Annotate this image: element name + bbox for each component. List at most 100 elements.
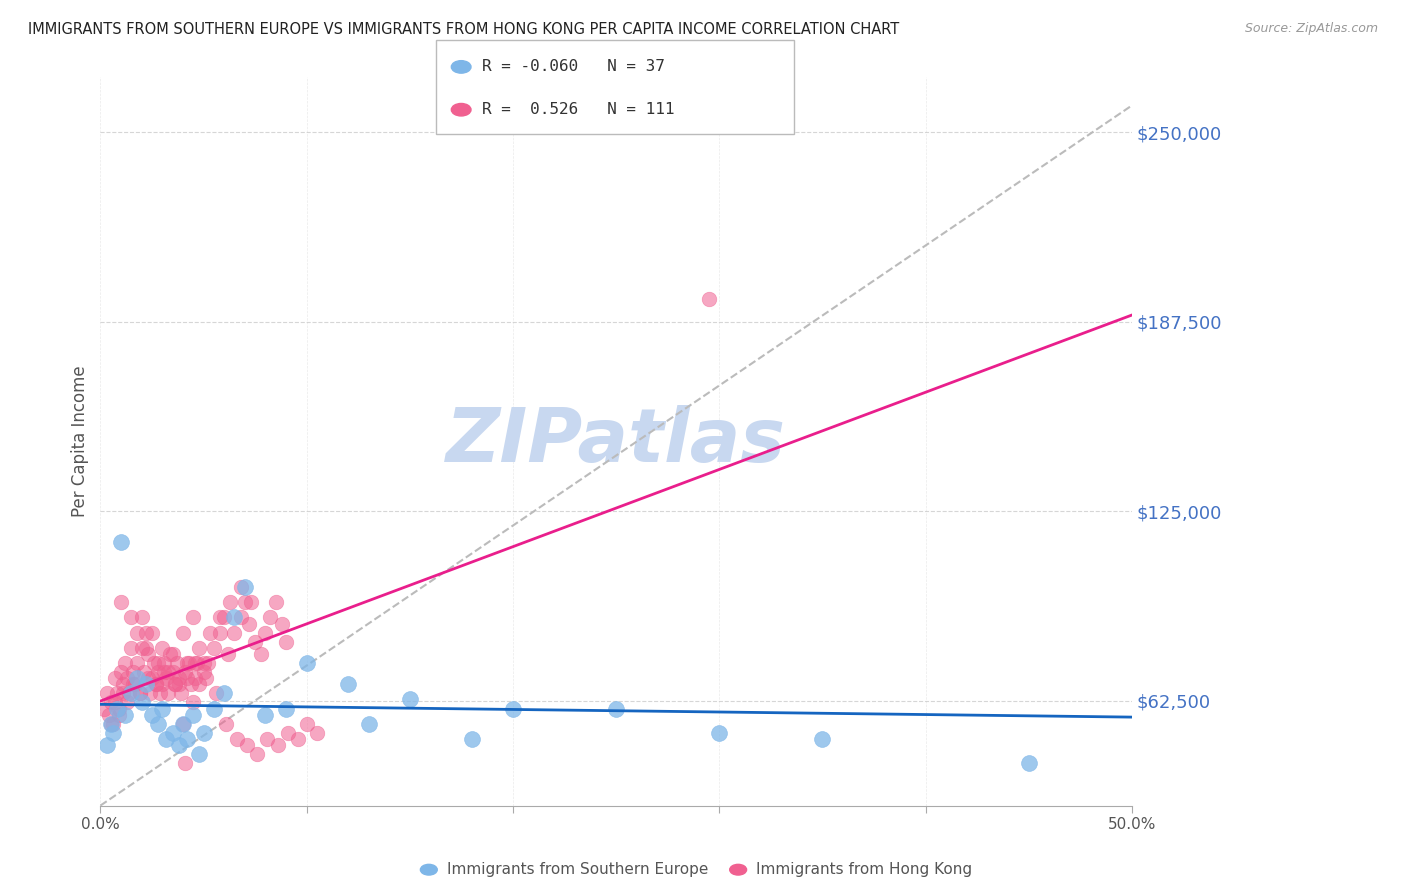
- Point: [212, 610, 235, 624]
- Point: [100, 716, 122, 731]
- Point: [188, 677, 211, 691]
- Point: [193, 656, 215, 670]
- Point: [131, 640, 153, 655]
- Point: [202, 701, 225, 715]
- Point: [112, 686, 135, 700]
- Point: [254, 707, 277, 722]
- Point: [131, 610, 153, 624]
- Point: [180, 677, 202, 691]
- Point: [271, 616, 294, 631]
- Point: [176, 731, 198, 746]
- Point: [194, 671, 217, 685]
- Point: [157, 686, 180, 700]
- Point: [305, 726, 328, 740]
- Point: [128, 686, 150, 700]
- Point: [93, 701, 115, 715]
- Point: [176, 671, 198, 685]
- Point: [162, 726, 184, 740]
- Point: [193, 726, 215, 740]
- Point: [104, 695, 127, 709]
- Point: [128, 686, 150, 700]
- Point: [398, 692, 420, 706]
- Point: [167, 671, 190, 685]
- Point: [174, 756, 197, 771]
- Point: [162, 647, 184, 661]
- Point: [105, 701, 128, 715]
- Point: [108, 701, 131, 715]
- Point: [115, 671, 138, 685]
- Point: [120, 610, 142, 624]
- Point: [150, 701, 173, 715]
- Point: [205, 686, 228, 700]
- Point: [238, 616, 260, 631]
- Point: [141, 707, 163, 722]
- Point: [114, 707, 136, 722]
- Point: [188, 640, 211, 655]
- Point: [254, 625, 277, 640]
- Point: [110, 595, 132, 609]
- Point: [155, 731, 177, 746]
- Point: [122, 677, 145, 691]
- Point: [162, 665, 184, 679]
- Point: [184, 671, 207, 685]
- Point: [120, 640, 142, 655]
- Point: [250, 647, 273, 661]
- Point: [141, 671, 163, 685]
- Point: [114, 656, 136, 670]
- Point: [256, 731, 278, 746]
- Text: R = -0.060   N = 37: R = -0.060 N = 37: [482, 60, 665, 74]
- Point: [101, 726, 124, 740]
- Point: [236, 738, 259, 752]
- Point: [177, 656, 200, 670]
- Point: [96, 738, 118, 752]
- Point: [197, 656, 219, 670]
- Point: [141, 625, 163, 640]
- Point: [120, 686, 142, 700]
- Point: [605, 701, 627, 715]
- Point: [101, 716, 124, 731]
- Point: [246, 747, 269, 761]
- Point: [502, 701, 524, 715]
- Point: [110, 665, 132, 679]
- Point: [167, 738, 190, 752]
- Point: [217, 647, 239, 661]
- Point: [110, 534, 132, 549]
- Point: [336, 677, 359, 691]
- Point: [697, 292, 720, 306]
- Text: R =  0.526   N = 111: R = 0.526 N = 111: [482, 103, 675, 117]
- Point: [108, 707, 131, 722]
- Point: [170, 686, 193, 700]
- Point: [287, 731, 309, 746]
- Point: [357, 716, 380, 731]
- Point: [172, 716, 194, 731]
- Point: [176, 656, 198, 670]
- Point: [127, 656, 149, 670]
- Y-axis label: Per Capita Income: Per Capita Income: [72, 366, 89, 517]
- Point: [811, 731, 834, 746]
- Text: Immigrants from Southern Europe: Immigrants from Southern Europe: [447, 863, 709, 877]
- Point: [96, 686, 118, 700]
- Point: [264, 595, 287, 609]
- Point: [239, 595, 262, 609]
- Point: [146, 716, 169, 731]
- Point: [198, 625, 221, 640]
- Point: [259, 610, 281, 624]
- Point: [184, 656, 207, 670]
- Point: [143, 656, 166, 670]
- Point: [122, 665, 145, 679]
- Point: [219, 595, 242, 609]
- Point: [145, 677, 167, 691]
- Point: [105, 686, 128, 700]
- Point: [135, 625, 157, 640]
- Point: [186, 656, 208, 670]
- Point: [267, 738, 290, 752]
- Point: [174, 665, 197, 679]
- Point: [159, 647, 181, 661]
- Point: [172, 625, 194, 640]
- Point: [172, 716, 194, 731]
- Point: [127, 625, 149, 640]
- Point: [215, 716, 238, 731]
- Point: [166, 656, 188, 670]
- Point: [135, 677, 157, 691]
- Point: [225, 731, 247, 746]
